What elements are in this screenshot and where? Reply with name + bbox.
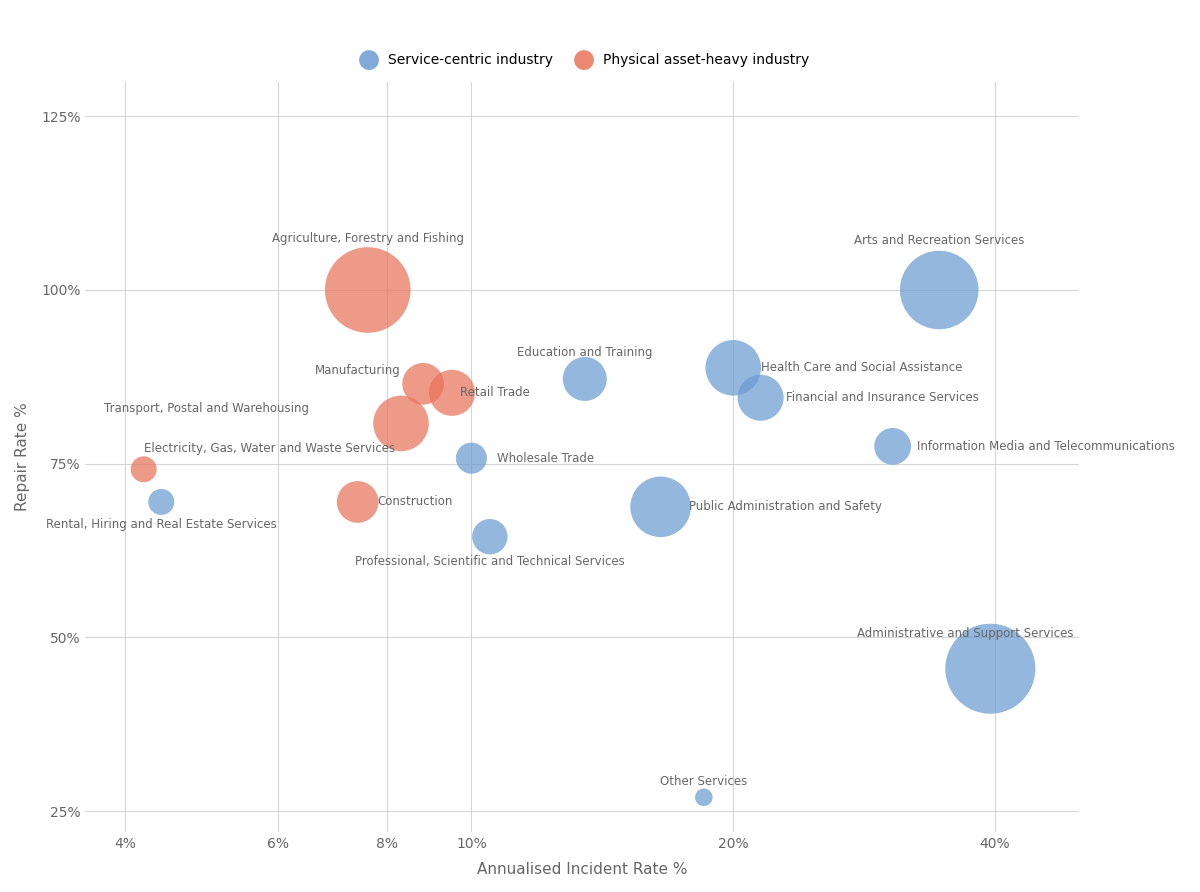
Text: Education and Training: Education and Training: [517, 346, 653, 359]
Text: Financial and Insurance Services: Financial and Insurance Services: [786, 392, 979, 404]
Text: Wholesale Trade: Wholesale Trade: [497, 451, 594, 465]
Y-axis label: Repair Rate %: Repair Rate %: [14, 402, 30, 511]
Point: [443, 385, 462, 400]
Point: [695, 790, 714, 805]
Text: Rental, Hiring and Real Estate Services: Rental, Hiring and Real Estate Services: [46, 518, 277, 531]
X-axis label: Annualised Incident Rate %: Annualised Incident Rate %: [478, 862, 688, 877]
Text: Transport, Postal and Warehousing: Transport, Postal and Warehousing: [103, 402, 308, 415]
Text: Agriculture, Forestry and Fishing: Agriculture, Forestry and Fishing: [271, 232, 463, 244]
Point: [462, 451, 481, 466]
Point: [575, 372, 594, 386]
Text: Information Media and Telecommunications: Information Media and Telecommunications: [917, 440, 1175, 453]
Point: [930, 283, 949, 297]
Point: [151, 495, 170, 509]
Point: [650, 500, 670, 514]
Point: [414, 376, 433, 391]
Text: Professional, Scientific and Technical Services: Professional, Scientific and Technical S…: [355, 556, 625, 568]
Text: Retail Trade: Retail Trade: [460, 386, 529, 400]
Legend: Service-centric industry, Physical asset-heavy industry: Service-centric industry, Physical asset…: [349, 47, 815, 72]
Point: [391, 417, 410, 431]
Text: Construction: Construction: [378, 495, 452, 508]
Point: [883, 439, 902, 453]
Point: [751, 391, 770, 405]
Text: Other Services: Other Services: [660, 775, 748, 789]
Text: Administrative and Support Services: Administrative and Support Services: [857, 626, 1074, 640]
Point: [724, 360, 743, 375]
Point: [134, 462, 154, 476]
Text: Electricity, Gas, Water and Waste Services: Electricity, Gas, Water and Waste Servic…: [144, 442, 395, 456]
Point: [480, 530, 499, 544]
Text: Health Care and Social Assistance: Health Care and Social Assistance: [761, 361, 962, 375]
Text: Arts and Recreation Services: Arts and Recreation Services: [854, 234, 1025, 247]
Text: Manufacturing: Manufacturing: [316, 364, 401, 376]
Point: [980, 662, 1000, 676]
Text: Public Administration and Safety: Public Administration and Safety: [689, 500, 882, 513]
Point: [358, 283, 377, 297]
Point: [348, 495, 367, 509]
